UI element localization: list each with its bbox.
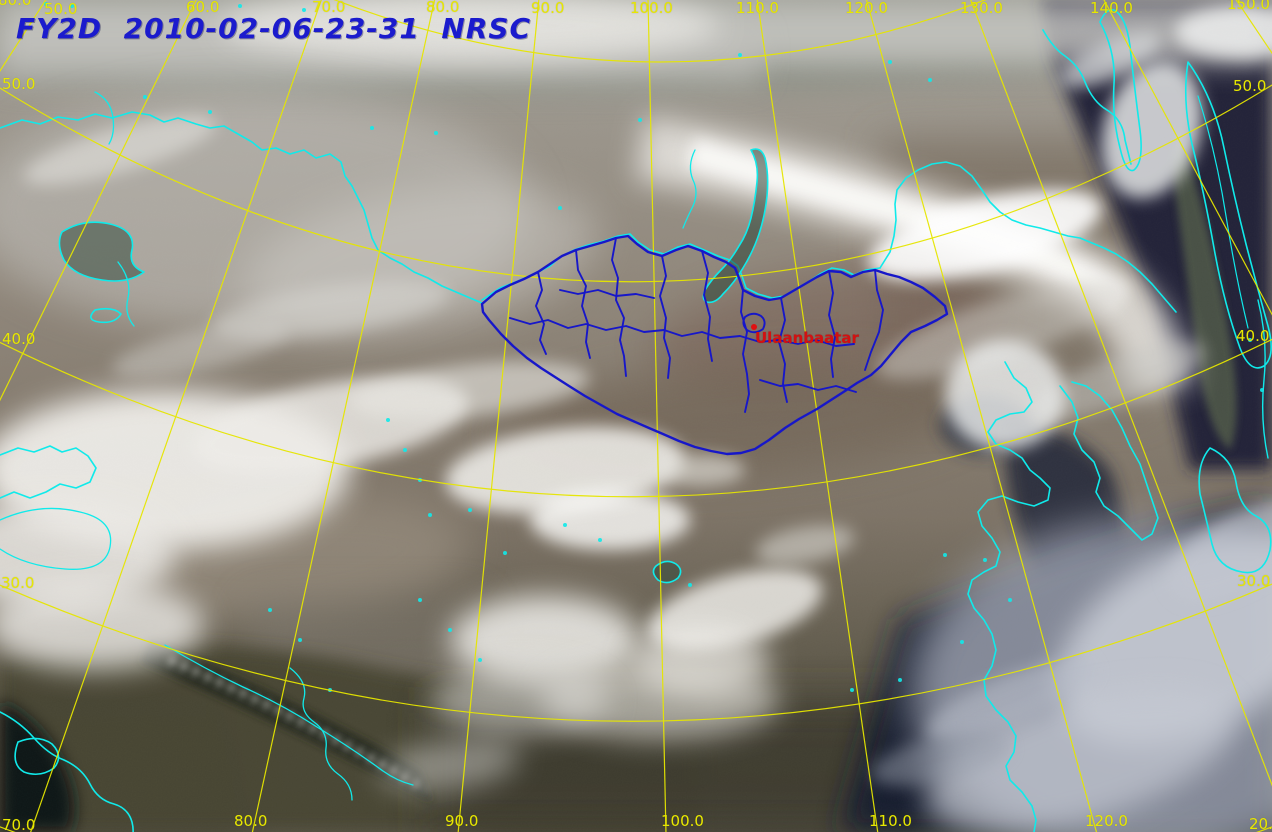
island-kyushu — [1198, 447, 1272, 574]
grid-label-top: 100.0 — [630, 0, 673, 17]
parallel-30n — [0, 583, 1272, 722]
lake-balkhash — [58, 221, 145, 282]
grid-label-bottom: 120.0 — [1085, 812, 1128, 830]
mongolia-borders-layer — [480, 234, 949, 456]
coast-specks — [44, 2, 1264, 692]
grid-label-top: 80.0 — [426, 0, 460, 16]
city-label: Ulaanbaatar — [755, 329, 859, 347]
meridian-130e — [970, 0, 1272, 787]
coast-china — [967, 361, 1051, 832]
grid-label-bottom: 80.0 — [234, 812, 268, 830]
meridian-50e — [0, 0, 47, 73]
coast-india-west — [0, 711, 134, 832]
grid-label-top: 140.0 — [1090, 0, 1133, 17]
island-sakhalin — [1099, 8, 1142, 172]
meridian-60e — [0, 0, 197, 402]
meridian-140e — [1103, 0, 1272, 316]
meridian-70e — [30, 0, 322, 832]
grid-label-top: 120.0 — [845, 0, 888, 17]
mongolia-outline — [480, 234, 949, 456]
lake-india — [14, 737, 60, 776]
coast-honshu-east — [1257, 299, 1269, 459]
grid-label-bottom: 90.0 — [445, 812, 479, 830]
island-japan-honshu — [1184, 61, 1272, 369]
grid-label-bottom: 70.0 — [2, 816, 36, 832]
grid-label-top: 50.0 — [44, 0, 78, 18]
coast-kazakh-south2 — [0, 507, 112, 570]
parallel-50n — [0, 84, 1272, 283]
grid-label-bottom: 110.0 — [869, 812, 912, 830]
grid-label-left: 30.0 — [1, 574, 35, 592]
meridian-90e — [457, 0, 540, 832]
grid-label-bottom: 20.0 — [1249, 815, 1272, 832]
river-himalaya — [289, 667, 353, 801]
grid-label-right: 50.0 — [1233, 77, 1267, 95]
grid-label-bottom: 100.0 — [661, 812, 704, 830]
grid-label-top: 90.0 — [531, 0, 565, 17]
river-northwest — [94, 91, 115, 145]
meridian-150e — [1235, 0, 1272, 55]
coast-okhotsk — [1042, 29, 1132, 165]
border-kazakh-russia — [0, 111, 483, 304]
coast-kazakh-south — [0, 445, 97, 499]
mongolia-internal-borders — [509, 237, 884, 413]
lake-issyk — [90, 307, 122, 324]
grid-label-top: 150.0 — [1227, 0, 1270, 13]
grid-label-top: 80.0 — [0, 0, 32, 9]
city-marker-dot — [751, 324, 757, 330]
grid-label-top: 130.0 — [960, 0, 1003, 17]
ulaanbaatar-enclave — [742, 312, 766, 334]
island-japan-inner — [1197, 95, 1249, 329]
coast-korea — [1059, 381, 1159, 541]
parallel-60n — [333, 0, 987, 63]
meridian-120e — [865, 0, 1098, 832]
lake-small-center — [652, 560, 682, 584]
parallel-40n — [0, 338, 1272, 498]
grid-label-right: 40.0 — [1236, 327, 1270, 345]
river-amur — [879, 161, 1177, 313]
image-title: FY2D 2010-02-06-23-31 NRSC — [16, 12, 532, 45]
river-angara — [682, 149, 697, 229]
meridian-100e — [647, 0, 667, 832]
grid-label-right: 30.0 — [1237, 572, 1271, 590]
lake-outlet — [117, 261, 135, 327]
grid-label-top: 70.0 — [312, 0, 346, 16]
meridian-80e — [251, 0, 436, 832]
grid-label-left: 50.0 — [2, 75, 36, 93]
grid-label-left: 40.0 — [2, 330, 36, 348]
grid-label-top: 60.0 — [186, 0, 220, 16]
meridian-110e — [756, 0, 879, 832]
grid-label-top: 110.0 — [736, 0, 779, 17]
border-himalaya — [164, 644, 414, 786]
